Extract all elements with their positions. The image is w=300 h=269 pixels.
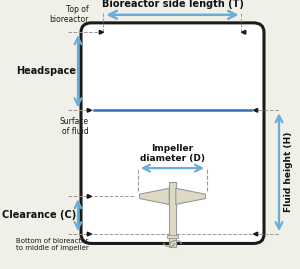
Bar xyxy=(169,182,176,247)
Text: Bioreactor side length (T): Bioreactor side length (T) xyxy=(102,0,243,9)
Text: Surface
of fluid: Surface of fluid xyxy=(59,117,88,136)
Polygon shape xyxy=(99,30,104,34)
Text: Impeller
diameter (D): Impeller diameter (D) xyxy=(140,144,205,163)
Polygon shape xyxy=(87,194,92,198)
Text: Top of
bioreactor: Top of bioreactor xyxy=(49,5,88,24)
Polygon shape xyxy=(242,30,246,34)
Polygon shape xyxy=(254,108,258,112)
FancyBboxPatch shape xyxy=(81,23,264,243)
Polygon shape xyxy=(140,188,169,204)
Polygon shape xyxy=(254,232,258,236)
Polygon shape xyxy=(176,188,206,204)
Text: Clearance (C): Clearance (C) xyxy=(2,210,76,220)
Text: Fluid height (H): Fluid height (H) xyxy=(284,132,293,212)
Text: Bottom of bioreactor
to middle of impeller: Bottom of bioreactor to middle of impell… xyxy=(16,238,88,251)
Polygon shape xyxy=(87,108,92,112)
Text: Headspace: Headspace xyxy=(16,66,76,76)
Polygon shape xyxy=(87,232,92,236)
Bar xyxy=(167,235,178,238)
